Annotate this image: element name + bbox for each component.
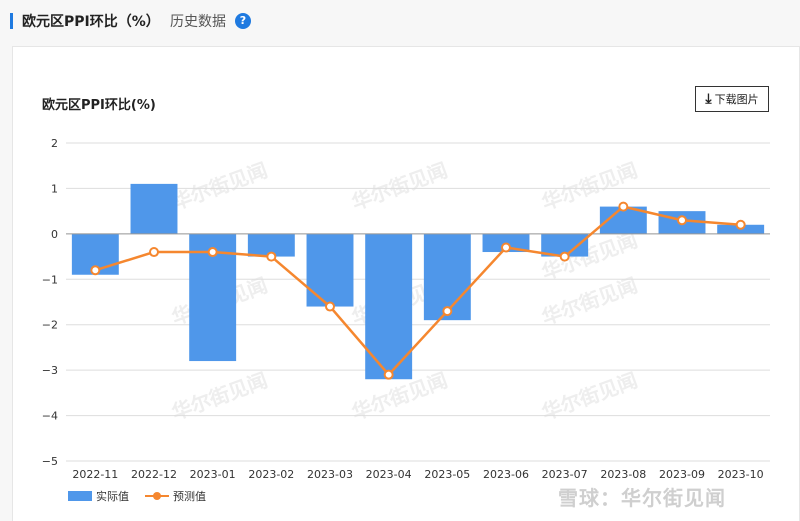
x-tick-label: 2022-12 — [131, 468, 177, 481]
forecast-point — [207, 247, 218, 258]
download-label: 下载图片 — [714, 93, 759, 106]
download-image-button[interactable]: ⤓ 下载图片 — [695, 86, 769, 112]
forecast-point — [559, 251, 570, 262]
forecast-point — [325, 301, 335, 312]
download-icon: ⤓ — [705, 91, 712, 107]
forecast-point — [149, 247, 159, 258]
y-tick-label: −4 — [42, 410, 58, 423]
history-data-tab[interactable]: 历史数据 — [170, 14, 226, 30]
page-title: 欧元区PPI环比（%） — [22, 14, 160, 30]
bar — [423, 233, 471, 321]
x-tick-label: 2023-08 — [600, 468, 646, 481]
forecast-point — [90, 265, 101, 276]
legend-bar-swatch — [68, 491, 92, 501]
footer-watermark: 雪球：华尔街见闻 — [558, 486, 726, 510]
y-tick-label: −1 — [42, 273, 58, 286]
y-tick-label: 2 — [51, 137, 58, 150]
forecast-point — [266, 251, 277, 262]
x-tick-label: 2023-02 — [248, 468, 294, 481]
x-tick-label: 2023-05 — [424, 468, 470, 481]
x-tick-label: 2023-09 — [659, 468, 705, 481]
x-tick-label: 2023-06 — [483, 468, 529, 481]
legend-label-forecast: 预测值 — [173, 490, 206, 503]
x-tick-label: 2023-07 — [542, 468, 588, 481]
chart-legend: 实际值 预测值 — [68, 488, 206, 504]
y-tick-label: −2 — [42, 319, 58, 332]
help-icon[interactable]: ? — [235, 13, 251, 29]
bar — [306, 233, 354, 307]
x-tick-label: 2023-10 — [718, 468, 764, 481]
forecast-point — [618, 201, 629, 212]
x-tick-label: 2023-03 — [307, 468, 353, 481]
forecast-point — [677, 215, 687, 226]
legend-label-actual: 实际值 — [96, 490, 129, 503]
watermark-text: 华尔街见闻 — [349, 158, 451, 215]
watermark-text: 华尔街见闻 — [539, 368, 641, 425]
forecast-line — [94, 205, 741, 377]
bar — [130, 183, 178, 234]
forecast-point — [383, 369, 394, 380]
bar — [541, 233, 589, 257]
y-tick-label: 0 — [51, 228, 58, 241]
watermark-text: 华尔街见闻 — [169, 368, 271, 425]
chart-title: 欧元区PPI环比(%) — [42, 98, 156, 113]
y-tick-label: 1 — [51, 182, 58, 195]
title-accent-bar — [10, 13, 13, 29]
y-tick-label: −5 — [42, 455, 58, 468]
y-tick-label: −3 — [42, 364, 58, 377]
page-header: 欧元区PPI环比（%） 历史数据 ? — [0, 0, 800, 42]
x-tick-label: 2023-01 — [190, 468, 236, 481]
forecast-point — [501, 242, 511, 253]
bar — [247, 233, 295, 257]
forecast-point — [442, 306, 453, 317]
x-tick-label: 2023-04 — [366, 468, 412, 481]
watermark-text: 华尔街见闻 — [169, 158, 271, 215]
legend-line-swatch — [145, 491, 169, 501]
x-tick-label: 2022-11 — [72, 468, 118, 481]
forecast-point — [735, 219, 746, 230]
